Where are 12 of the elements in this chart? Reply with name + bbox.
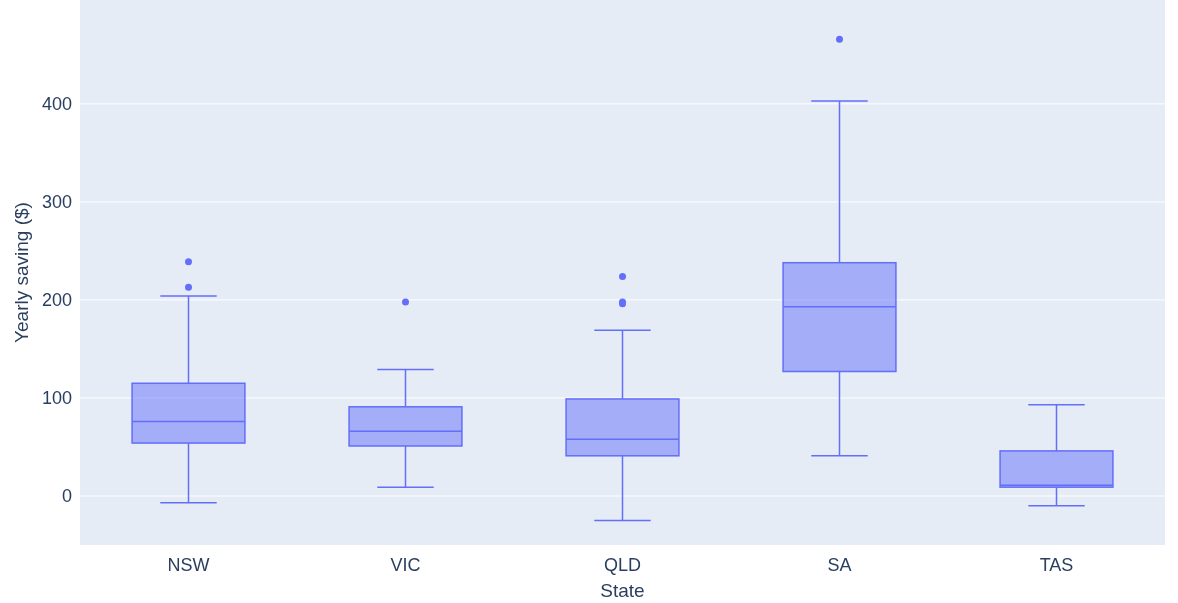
y-tick-label: 0 [61, 486, 72, 507]
y-tick-label: 200 [41, 290, 72, 311]
y-tick-label: 100 [41, 388, 72, 409]
y-tick-label: 400 [41, 94, 72, 115]
x-tick-label: SA [827, 555, 852, 575]
x-tick-label: VIC [390, 555, 421, 575]
x-tick-label: QLD [603, 555, 642, 575]
x-tick-label: TAS [1039, 555, 1074, 575]
x-axis-title: State [600, 580, 645, 601]
y-tick-label: 300 [41, 192, 72, 213]
y-axis-title: Yearly saving ($) [11, 202, 32, 343]
x-tick-label: NSW [167, 555, 210, 575]
